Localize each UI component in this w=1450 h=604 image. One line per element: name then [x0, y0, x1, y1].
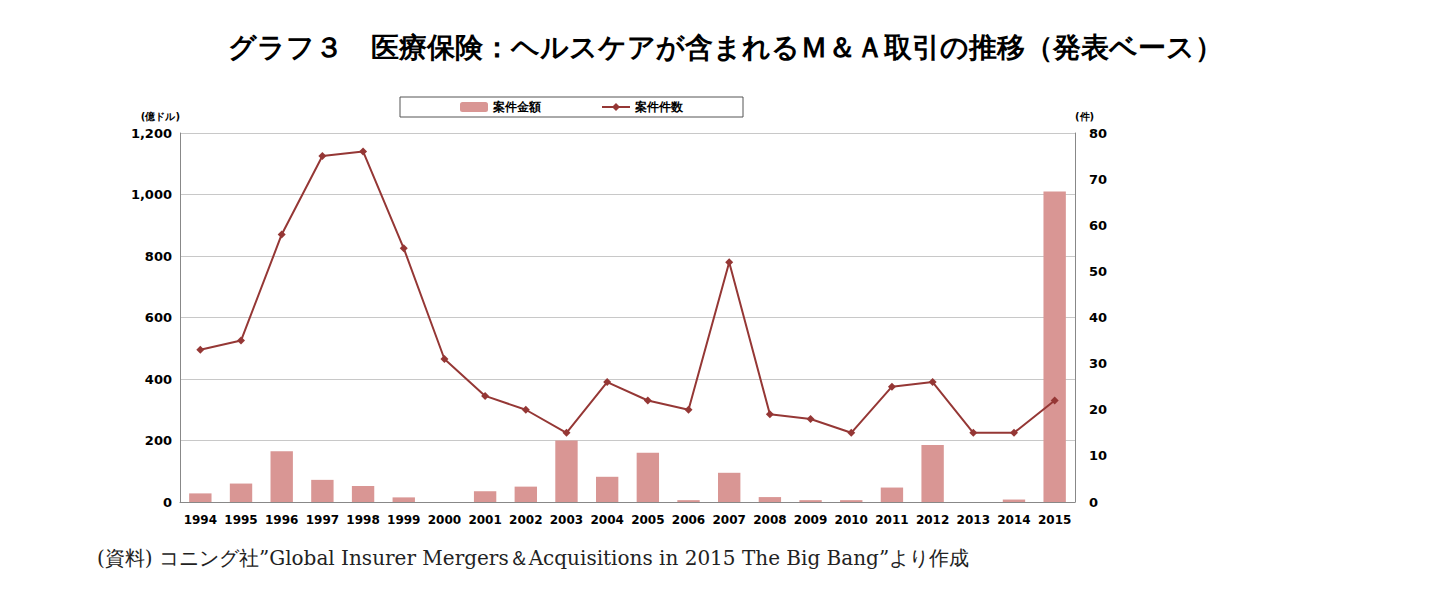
svg-text:1998: 1998	[346, 513, 379, 527]
svg-text:2000: 2000	[428, 513, 461, 527]
svg-text:2003: 2003	[550, 513, 583, 527]
svg-text:40: 40	[1089, 310, 1107, 325]
svg-text:2001: 2001	[468, 513, 501, 527]
svg-text:600: 600	[145, 310, 172, 325]
svg-text:60: 60	[1089, 218, 1107, 233]
svg-text:2014: 2014	[997, 513, 1030, 527]
svg-text:20: 20	[1089, 402, 1107, 417]
svg-text:0: 0	[1089, 495, 1098, 510]
svg-text:(資料) コニング社”Global Insurer Merg: (資料) コニング社”Global Insurer Mergers＆Acquis…	[97, 546, 969, 570]
svg-text:(件): (件)	[1075, 111, 1094, 122]
svg-text:2002: 2002	[509, 513, 542, 527]
svg-text:グラフ３ 医療保険：ヘルスケアが含まれるＭ＆Ａ取引の推移（発: グラフ３ 医療保険：ヘルスケアが含まれるＭ＆Ａ取引の推移（発表ベース）	[228, 31, 1223, 64]
svg-text:2011: 2011	[875, 513, 908, 527]
svg-text:2007: 2007	[713, 513, 746, 527]
svg-text:2006: 2006	[672, 513, 705, 527]
svg-text:案件件数: 案件件数	[634, 100, 684, 114]
svg-text:1996: 1996	[265, 513, 298, 527]
svg-text:(億ドル): (億ドル)	[141, 111, 180, 122]
svg-text:80: 80	[1089, 126, 1107, 141]
svg-text:30: 30	[1089, 356, 1107, 371]
svg-text:2012: 2012	[916, 513, 949, 527]
svg-text:200: 200	[145, 433, 172, 448]
svg-text:1,000: 1,000	[131, 187, 172, 202]
svg-text:2005: 2005	[631, 513, 664, 527]
svg-text:10: 10	[1089, 448, 1107, 463]
svg-text:案件金額: 案件金額	[492, 100, 541, 114]
svg-text:2009: 2009	[794, 513, 827, 527]
svg-text:1995: 1995	[224, 513, 257, 527]
svg-text:1997: 1997	[306, 513, 339, 527]
svg-text:2013: 2013	[957, 513, 990, 527]
svg-text:2008: 2008	[753, 513, 786, 527]
svg-text:1999: 1999	[387, 513, 420, 527]
svg-text:50: 50	[1089, 264, 1107, 279]
svg-text:800: 800	[145, 249, 172, 264]
svg-text:2015: 2015	[1038, 513, 1071, 527]
svg-text:2004: 2004	[590, 513, 623, 527]
svg-text:2010: 2010	[835, 513, 868, 527]
svg-text:1994: 1994	[184, 513, 217, 527]
svg-text:0: 0	[163, 495, 172, 510]
svg-text:70: 70	[1089, 172, 1107, 187]
svg-text:1,200: 1,200	[131, 126, 172, 141]
svg-text:400: 400	[145, 372, 172, 387]
